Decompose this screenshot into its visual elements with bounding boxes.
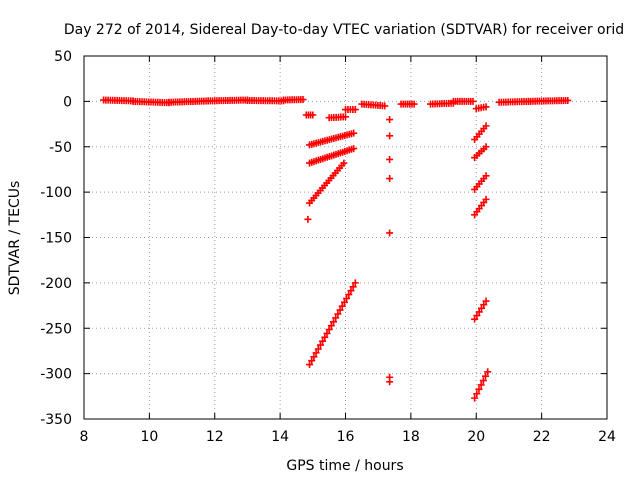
data-point — [482, 143, 490, 151]
y-tick-label: -350 — [40, 412, 72, 428]
y-tick-label: -300 — [40, 367, 72, 383]
x-tick-label: 18 — [402, 429, 420, 445]
y-tick-label: -250 — [40, 321, 72, 337]
data-point — [350, 145, 358, 153]
data-point — [386, 378, 394, 386]
x-tick-label: 14 — [271, 429, 289, 445]
data-point — [473, 312, 481, 320]
data-point — [336, 306, 344, 314]
x-tick-label: 8 — [80, 429, 89, 445]
chart-title: Day 272 of 2014, Sidereal Day-to-day VTE… — [64, 22, 624, 38]
data-point — [564, 96, 572, 104]
data-point — [477, 304, 485, 312]
data-point — [325, 326, 333, 334]
data-point — [482, 297, 490, 305]
x-tick-label: 24 — [598, 429, 616, 445]
x-axis-label: GPS time / hours — [286, 458, 403, 474]
data-point — [316, 341, 324, 349]
data-point — [410, 100, 418, 108]
x-tick-label: 22 — [533, 429, 551, 445]
data-point — [475, 308, 483, 316]
data-point — [330, 318, 338, 326]
data-point — [332, 314, 340, 322]
data-point — [482, 195, 490, 203]
y-tick-label: -50 — [49, 140, 72, 156]
data-point — [482, 103, 490, 111]
data-point — [350, 129, 358, 137]
y-tick-label: 50 — [54, 49, 72, 65]
data-point — [349, 283, 357, 291]
data-point — [482, 372, 490, 380]
data-point — [473, 390, 481, 398]
axis-ticks: 8 10 12 14 16 18 20 22 24 50 0 -50 -100 -150 -200 -250 -… — [40, 49, 616, 445]
data-point — [323, 329, 331, 337]
data-point — [342, 113, 349, 121]
data-point — [479, 377, 487, 385]
data-point — [386, 155, 394, 163]
data-point — [347, 287, 355, 295]
y-tick-label: -100 — [40, 185, 72, 201]
data-point — [475, 385, 483, 393]
data-point — [386, 116, 394, 124]
data-point — [319, 337, 327, 345]
data-point — [327, 322, 335, 330]
data-point — [345, 291, 353, 299]
data-point — [309, 111, 317, 119]
data-point — [484, 368, 492, 376]
data-point — [482, 122, 490, 130]
data-point — [386, 175, 394, 183]
data-point — [343, 294, 351, 302]
data-point — [312, 349, 320, 357]
data-point — [310, 353, 318, 361]
data-point — [340, 298, 348, 306]
y-tick-label: -150 — [40, 231, 72, 247]
data-point — [482, 172, 490, 180]
data-point — [340, 159, 348, 167]
data-point — [386, 132, 394, 140]
data-point — [308, 357, 316, 365]
data-point — [381, 102, 389, 110]
data-point — [299, 96, 307, 104]
data-point — [314, 345, 322, 353]
y-tick-label: 0 — [63, 94, 72, 110]
y-axis-label: SDTVAR / TECUs — [7, 181, 23, 296]
x-tick-label: 16 — [337, 429, 355, 445]
data-point — [469, 97, 477, 105]
data-point — [480, 301, 488, 309]
data-point — [338, 302, 346, 310]
data-point — [351, 106, 359, 114]
x-tick-label: 20 — [467, 429, 485, 445]
data-point — [306, 361, 314, 369]
data-point — [321, 333, 329, 341]
data-point — [351, 279, 359, 287]
data-point — [304, 215, 312, 223]
x-tick-label: 10 — [140, 429, 158, 445]
data-point — [477, 381, 485, 389]
data-point — [471, 315, 479, 323]
data-point — [471, 394, 479, 402]
x-tick-label: 12 — [206, 429, 224, 445]
data-point — [334, 310, 342, 318]
data-marks — [100, 96, 572, 402]
y-tick-label: -200 — [40, 276, 72, 292]
data-point — [386, 229, 394, 237]
